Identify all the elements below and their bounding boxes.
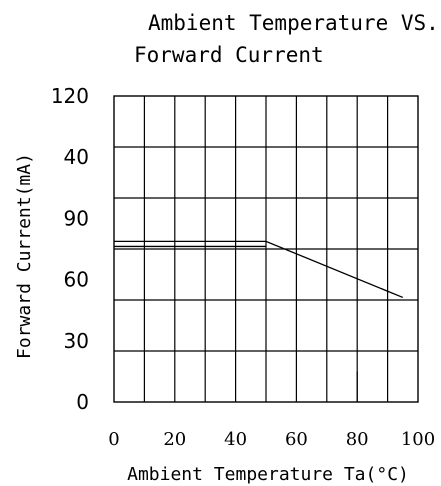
y-axis-title: Forward Current(mA) bbox=[14, 153, 35, 359]
plot-frame bbox=[113, 95, 419, 403]
series-line-1 bbox=[114, 240, 404, 299]
chart-grid bbox=[114, 96, 418, 402]
y-tick-label: 90 bbox=[64, 206, 89, 230]
y-tick-label: 30 bbox=[64, 329, 89, 353]
y-tick-label: 40 bbox=[64, 145, 89, 169]
x-axis-title: Ambient Temperature Ta(°C) bbox=[127, 464, 409, 485]
y-tick-label: 120 bbox=[51, 84, 89, 108]
x-tick-label: 0 bbox=[108, 429, 119, 450]
x-tick-label: 20 bbox=[163, 429, 186, 450]
x-tick-label: 80 bbox=[346, 429, 369, 450]
chart-title-line-2: Forward Current bbox=[134, 43, 324, 67]
chart-title-line-1: Ambient Temperature VS. bbox=[148, 11, 439, 35]
y-tick-labels: 0 30 60 90 40 120 bbox=[51, 84, 89, 414]
y-tick-label: 60 bbox=[64, 268, 89, 292]
chart-title: Ambient Temperature VS. Forward Current bbox=[134, 11, 439, 67]
x-tick-label: 100 bbox=[401, 429, 435, 450]
x-tick-label: 40 bbox=[224, 429, 247, 450]
y-tick-label: 0 bbox=[76, 390, 89, 414]
x-tick-labels: 0 20 40 60 80 100 bbox=[108, 429, 435, 450]
x-tick-label: 60 bbox=[285, 429, 308, 450]
series-layer bbox=[114, 240, 404, 299]
